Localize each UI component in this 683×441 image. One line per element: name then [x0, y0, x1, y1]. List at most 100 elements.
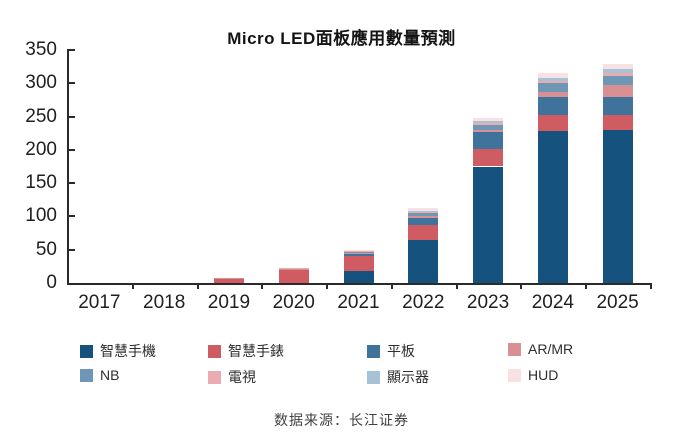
x-tick-label: 2023: [466, 292, 510, 313]
bar-segment: [537, 131, 568, 283]
bar-segment: [408, 217, 439, 226]
bar-segment: [602, 129, 633, 283]
bar-segment: [602, 114, 633, 130]
legend-label: HUD: [528, 367, 559, 383]
legend-item: HUD: [508, 367, 558, 383]
x-tick-label: 2020: [272, 292, 315, 313]
bar-segment: [473, 121, 504, 123]
bar-segment: [343, 251, 374, 252]
bar-segment: [602, 63, 633, 70]
bar-segment: [278, 269, 309, 270]
legend-label: 智慧手機: [100, 343, 156, 359]
y-tick-label: 200: [25, 138, 57, 160]
bar-segment: [537, 91, 568, 97]
x-tick-label: 2022: [402, 292, 445, 313]
bar-segment: [473, 131, 504, 149]
x-axis-tick: [326, 283, 329, 289]
y-axis-tick: [67, 182, 75, 185]
bar-segment: [473, 122, 504, 125]
legend-item: 智慧手錶: [208, 341, 284, 361]
y-axis-tick: [67, 248, 75, 251]
bar-segment: [213, 278, 244, 283]
x-axis-tick: [650, 283, 652, 289]
legend-swatch: [80, 368, 93, 382]
bar-segment: [408, 211, 439, 214]
bar-segment: [278, 269, 309, 283]
bar-segment: [408, 213, 439, 216]
x-tick-label: 2017: [78, 292, 121, 313]
bar-segment: [343, 249, 374, 251]
bar-segment: [537, 80, 568, 83]
plot-area: [67, 50, 652, 285]
x-tick-label: 2024: [531, 292, 574, 313]
y-tick-label: 0: [46, 272, 57, 293]
bar-segment: [473, 117, 504, 122]
y-tick-label: 250: [25, 105, 57, 127]
y-tick-label: 300: [25, 72, 57, 94]
legend-item: 電視: [208, 367, 256, 387]
y-axis-tick: [67, 82, 75, 85]
legend-item: AR/MR: [508, 341, 573, 357]
bar-segment: [473, 166, 504, 283]
x-tick-label: 2018: [143, 292, 186, 313]
bar-segment: [537, 114, 568, 132]
y-tick-label: 100: [25, 205, 57, 227]
legend-swatch: [80, 344, 93, 358]
legend-label: NB: [100, 367, 120, 383]
bar-segment: [602, 69, 633, 74]
legend-label: 顯示器: [387, 369, 429, 385]
legend-swatch: [508, 342, 521, 356]
bar-segment: [408, 208, 439, 212]
x-tick-label: 2019: [207, 292, 251, 313]
x-axis-tick: [196, 283, 199, 289]
bar-segment: [343, 250, 374, 252]
chart-title: Micro LED面板應用數量預測: [227, 29, 456, 48]
bar-segment: [602, 85, 633, 97]
y-axis-tick: [67, 49, 75, 51]
bar-segment: [473, 129, 504, 132]
bar-segment: [408, 215, 439, 218]
legend-swatch: [367, 344, 380, 358]
source-note: 数据来源：长江证券: [274, 412, 409, 428]
x-axis-tick: [455, 283, 458, 289]
bar-segment: [278, 268, 309, 269]
x-axis-tick: [390, 283, 393, 289]
legend-label: 智慧手錶: [228, 343, 284, 359]
legend-swatch: [367, 370, 380, 384]
legend-label: 電視: [228, 369, 256, 385]
bar-segment: [537, 77, 568, 81]
bar-segment: [343, 256, 374, 271]
bar-segment: [602, 75, 633, 86]
y-axis-tick: [67, 115, 75, 118]
y-axis-tick: [67, 215, 75, 218]
bar-segment: [213, 277, 244, 279]
bar-segment: [408, 225, 439, 240]
x-axis-tick: [261, 283, 264, 289]
legend-item: 顯示器: [367, 367, 429, 387]
y-tick-label: 150: [25, 172, 57, 194]
legend-item: 智慧手機: [80, 341, 156, 361]
legend-item: NB: [80, 367, 119, 383]
legend-label: 平板: [387, 343, 415, 359]
x-axis-tick: [585, 283, 588, 289]
legend-swatch: [508, 368, 521, 382]
legend-label: AR/MR: [528, 341, 574, 357]
x-axis-tick: [131, 283, 134, 289]
bar-segment: [343, 252, 374, 255]
y-tick-label: 50: [35, 238, 57, 260]
legend-item: 平板: [367, 341, 415, 361]
bar-segment: [408, 239, 439, 283]
bar-segment: [537, 73, 568, 78]
x-tick-label: 2021: [337, 292, 380, 313]
bar-segment: [343, 251, 374, 253]
x-tick-label: 2025: [596, 292, 639, 313]
bar-segment: [473, 148, 504, 167]
legend-swatch: [208, 344, 221, 358]
bar-segment: [408, 211, 439, 212]
bar-segment: [343, 271, 374, 283]
bar-segment: [537, 96, 568, 115]
bar-segment: [473, 124, 504, 130]
bar-segment: [602, 73, 633, 76]
x-axis-tick: [520, 283, 523, 289]
